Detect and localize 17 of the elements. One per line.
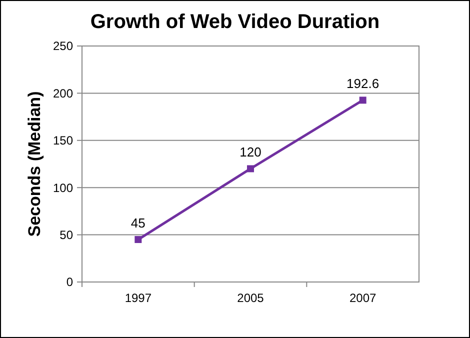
point — [134, 236, 142, 244]
data-label: 45 — [130, 216, 146, 231]
y-tick-label: 100 — [52, 180, 74, 195]
data-label: 192.6 — [346, 76, 380, 92]
y-tick-label: 150 — [52, 134, 74, 148]
data-label: 120 — [240, 144, 262, 160]
y-tick-label: 50 — [60, 228, 74, 242]
y-tick-label: 0 — [66, 275, 74, 290]
x-tick-label: 1997 — [124, 291, 152, 305]
point — [359, 96, 366, 104]
point — [247, 165, 254, 172]
y-axis-title: Seconds (Median) — [25, 91, 44, 237]
x-tick-label: 2005 — [237, 291, 264, 305]
x-tick-label: 2007 — [349, 291, 377, 305]
y-tick-label: 250 — [52, 39, 74, 54]
y-tick-label: 200 — [52, 86, 74, 100]
chart-title: Growth of Web Video Duration — [90, 11, 380, 33]
